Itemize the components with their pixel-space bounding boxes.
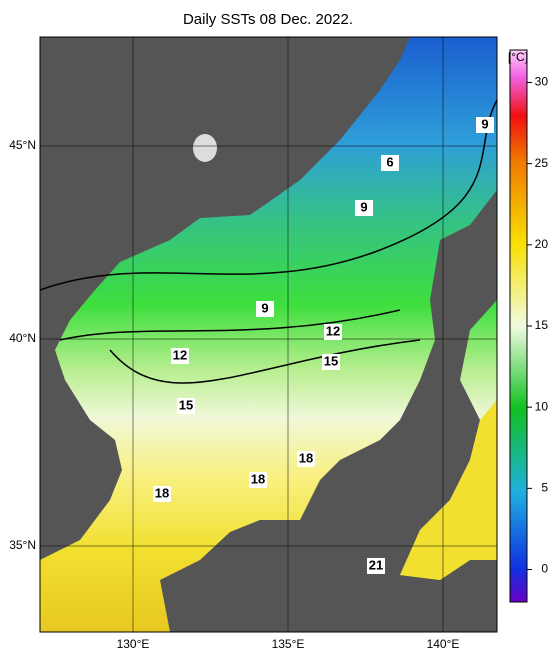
contour-label: 12 [173,347,187,362]
contour-label: 12 [326,323,340,338]
contour-label-box [367,558,385,574]
contour [59,309,401,341]
map-frame [39,36,498,633]
contour-label: 15 [324,353,338,368]
longitude-label: 140°E [427,637,460,651]
contour-label: 6 [386,154,393,169]
contour-label: 18 [299,450,313,465]
colorbar-tick-label: 15 [535,318,549,332]
contour-label-box [153,486,171,502]
continent [40,37,410,560]
colorbar-tick-label: 10 [535,399,549,413]
contour-label-box [355,200,373,216]
contour-label: 18 [251,471,265,486]
colorbar-tick-label: 5 [541,481,548,495]
contour-label-box [322,354,340,370]
contour-label-box [249,472,267,488]
lake [193,134,217,162]
pacific-sea [400,400,497,580]
contour-label: 9 [481,116,488,131]
contour-label-box [171,348,189,364]
title: Daily SSTs 08 Dec. 2022. [183,11,353,28]
japan [160,190,497,632]
contour-label: 18 [155,485,169,500]
colorbar-tick-label: 20 [535,237,549,251]
contour-label-box [381,155,399,171]
longitude-label: 130°E [117,637,150,651]
contour-label: 15 [179,397,193,412]
contour-label-box [324,324,342,340]
colorbar-tick-label: 30 [535,75,549,89]
contour [109,339,421,384]
latitude-label: 45°N [9,138,36,152]
contour-label-box [476,117,494,133]
latitude-label: 40°N [9,331,36,345]
colorbar-tick-label: 25 [535,156,549,170]
longitude-label: 135°E [272,637,305,651]
colorbar-tick-label: 0 [541,562,548,576]
contour-label-box [177,398,195,414]
colorbar-unit: [°C] [508,50,528,64]
contour [40,99,497,291]
contour-label: 9 [261,300,268,315]
latitude-label: 35°N [9,538,36,552]
colorbar [509,49,528,603]
contour-label-box [256,301,274,317]
contour-label: 9 [360,199,367,214]
contour-label: 21 [369,557,383,572]
map [40,37,497,632]
contour-label-box [297,451,315,467]
